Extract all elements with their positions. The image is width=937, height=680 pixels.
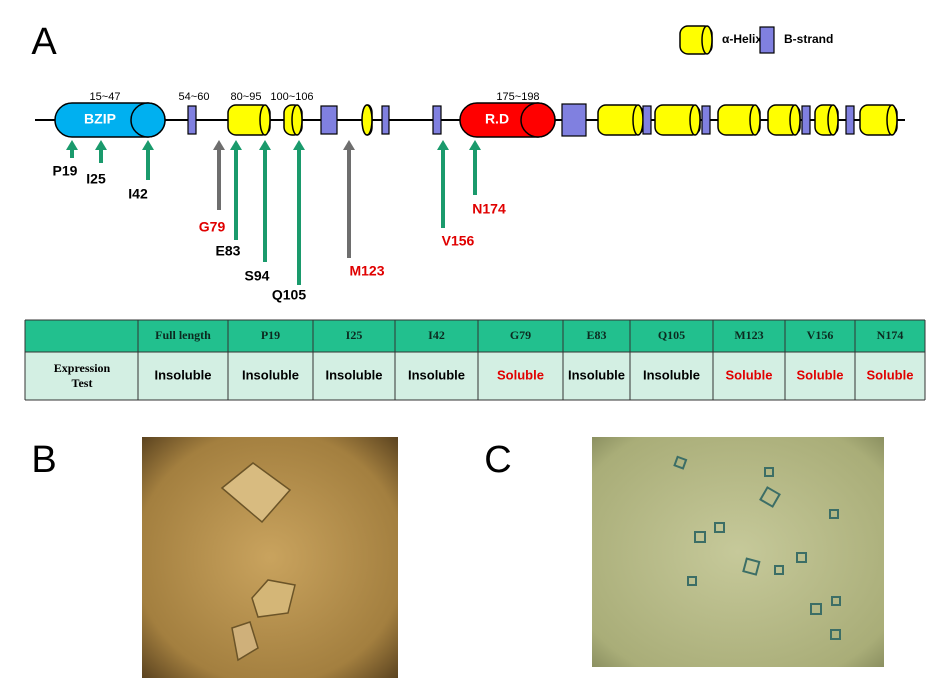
helix-cap [291,104,303,136]
table-cell: Soluble [726,367,773,382]
arrow-head [469,140,481,150]
mutation-label: S94 [245,268,270,284]
mutation-label: I25 [86,171,106,187]
domain-cap [130,102,166,138]
strand [561,103,587,137]
table-header: M123 [734,328,763,342]
helix-cap [361,104,373,136]
arrow-head [213,140,225,150]
helix-cap [689,104,701,136]
table-cell: Soluble [497,367,544,382]
table-cell: Soluble [867,367,914,382]
table-header: N174 [877,328,904,342]
arrow-head [95,140,107,150]
range-label: 15~47 [90,91,121,103]
strand [320,105,338,135]
table-header: I42 [428,328,445,342]
table-header: V156 [807,328,834,342]
arrow-head [259,140,271,150]
arrow-head [230,140,242,150]
panel-label: B [31,439,56,481]
strand [759,26,775,54]
mutation-label: I42 [128,186,148,202]
helix-cap [259,104,271,136]
mutation-label: M123 [349,263,384,279]
crystals-b [220,462,296,662]
table-header: Full length [155,328,211,342]
table-row-bg [25,352,925,400]
mutation-label: N174 [472,201,506,217]
strand [701,105,711,135]
strand [845,105,855,135]
table-header-bg [25,320,925,352]
helix-cap [701,25,713,55]
arrow-head [142,140,154,150]
mutation-label: E83 [216,243,241,259]
photo-c [592,437,884,667]
domain-cap [520,102,556,138]
table-cell: Soluble [797,367,844,382]
range-label: 54~60 [179,91,210,103]
arrow-head [293,140,305,150]
panel-label: C [484,439,511,481]
table-cell: Insoluble [408,367,465,382]
table-header: G79 [510,328,531,342]
domain-label: R.D [485,111,509,127]
strand [801,105,811,135]
mutation-label: Q105 [272,287,306,303]
mutation-label: P19 [53,163,78,179]
arrow-head [343,140,355,150]
panel-label: A [31,21,57,63]
strand [381,105,390,135]
table-row-label: Expression Test [54,361,111,390]
mutation-label: V156 [442,233,475,249]
range-label: 100~106 [270,91,313,103]
helix-cap [749,104,761,136]
strand [432,105,442,135]
legend-label: α-Helix [722,32,762,46]
helix-cap [827,104,839,136]
table-cell: Insoluble [154,367,211,382]
range-label: 175~198 [496,91,539,103]
strand [187,105,197,135]
arrow-head [66,140,78,150]
helix-cap [632,104,644,136]
range-label: 80~95 [231,91,262,103]
domain-label: BZIP [84,111,116,127]
table-header: E83 [586,328,606,342]
helix-cap [886,104,898,136]
table-cell: Insoluble [242,367,299,382]
table-cell: Insoluble [643,367,700,382]
table-cell: Insoluble [325,367,382,382]
diagram: A B Cα-Helix B-strand BZIP 15~47 R.D 175~198 54~… [24,21,926,481]
table-header: P19 [261,328,280,342]
table-header: I25 [346,328,363,342]
crystals-c [673,455,841,640]
legend-label: B-strand [784,32,833,46]
table-cell: Insoluble [568,367,625,382]
arrow-head [437,140,449,150]
mutation-label: G79 [199,219,226,235]
helix-cap [789,104,801,136]
table-header: Q105 [658,328,685,342]
photo-b [142,437,398,678]
strand [642,105,652,135]
